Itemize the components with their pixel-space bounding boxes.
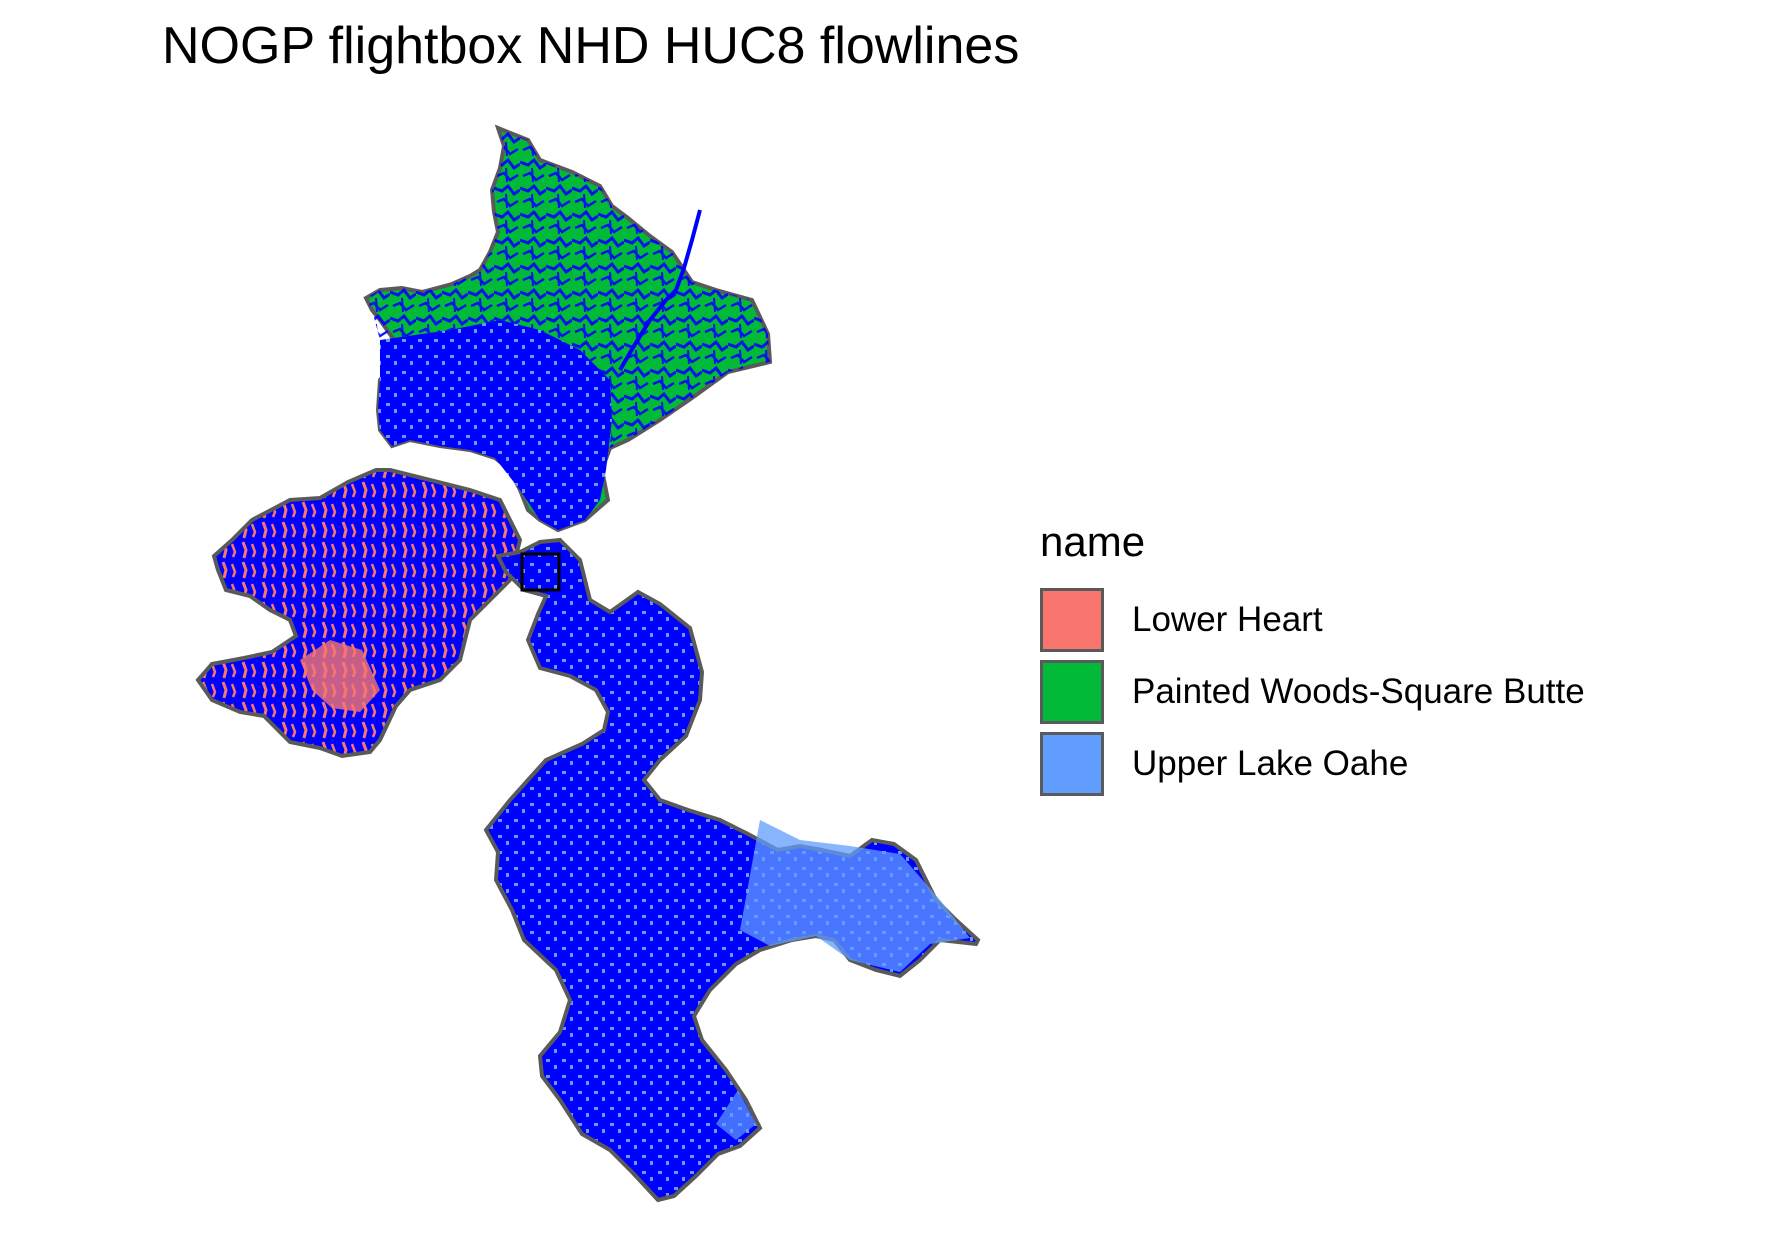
region-fill [195, 468, 523, 759]
flowlines-dense [378, 320, 612, 530]
legend-label: Upper Lake Oahe [1132, 744, 1409, 783]
flowlines-sparse [366, 128, 770, 448]
legend-label: Painted Woods-Square Butte [1132, 672, 1585, 711]
region-upper-lake-oahe [483, 537, 981, 1203]
region-painted-woods-square-butte [363, 124, 773, 533]
legend: name Lower Heart Painted Woods-Square Bu… [1040, 518, 1585, 800]
legend-label: Lower Heart [1132, 600, 1323, 639]
legend-key-upper-lake-oahe [1040, 732, 1104, 796]
legend-key-lower-heart [1040, 588, 1104, 652]
region-patch [300, 640, 380, 712]
legend-item-upper-lake-oahe: Upper Lake Oahe [1040, 728, 1585, 800]
river-flowline [618, 209, 702, 372]
flightbox [520, 552, 561, 592]
legend-item-lower-heart: Lower Heart [1040, 584, 1585, 656]
legend-item-painted-woods-square-butte: Painted Woods-Square Butte [1040, 656, 1585, 728]
legend-title: name [1040, 518, 1146, 565]
region-patch [740, 820, 970, 972]
legend-key-painted-woods-square-butte [1040, 660, 1104, 724]
region-lower-heart [195, 468, 523, 759]
region-patch [716, 1090, 756, 1140]
chart-title: NOGP flightbox NHD HUC8 flowlines [162, 17, 1020, 75]
region-fill [483, 537, 981, 1203]
